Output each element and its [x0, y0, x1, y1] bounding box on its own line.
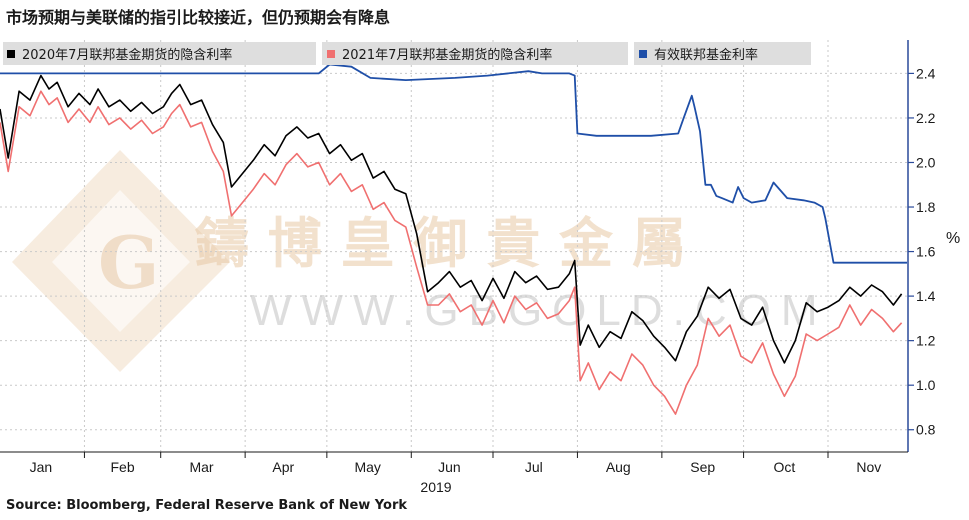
x-tick-label: Apr	[272, 459, 294, 475]
y-tick-label: 1.2	[916, 333, 936, 349]
y-tick-label: 1.0	[916, 377, 936, 393]
x-tick-label: Jul	[525, 459, 543, 475]
chart-title: 市场预期与美联储的指引比较接近，但仍预期会有降息	[6, 8, 391, 27]
x-tick-label: Nov	[856, 459, 881, 475]
watermark-sub: WWW.GBGOLD.COM	[250, 286, 828, 335]
x-tick-label: Jun	[438, 459, 461, 475]
legend-item-2020: 2020年7月联邦基金期货的隐含利率	[3, 42, 316, 65]
x-axis-year: 2019	[420, 479, 451, 495]
legend-label-2020: 2020年7月联邦基金期货的隐含利率	[22, 47, 232, 63]
series-line-effr	[0, 63, 907, 264]
legend-label-effr: 有效联邦基金利率	[654, 47, 758, 63]
grid	[0, 40, 907, 452]
y-tick-label: 2.4	[916, 65, 936, 81]
legend: 2020年7月联邦基金期货的隐含利率 2021年7月联邦基金期货的隐含利率 有效…	[3, 42, 811, 65]
y-tick-label: 1.6	[916, 244, 936, 260]
legend-swatch-effr	[639, 50, 647, 58]
series-layer	[0, 63, 907, 415]
legend-label-2021: 2021年7月联邦基金期货的隐含利率	[342, 47, 552, 63]
x-tick-label: May	[354, 459, 380, 475]
watermark-logo-letter: G	[98, 220, 160, 305]
source-note: Source: Bloomberg, Federal Reserve Bank …	[6, 498, 408, 513]
y-ticks: 0.8 1.0 1.2 1.4 1.6 1.8 2.0 2.2 2.4	[908, 65, 936, 438]
y-tick-label: 2.2	[916, 110, 936, 126]
watermark-text: 鑄 博 皇 御 貴 金 屬	[195, 211, 686, 275]
x-tick-label: Aug	[606, 459, 631, 475]
x-tick-label: Sep	[690, 459, 715, 475]
x-ticks: Jan Feb Mar Apr May Jun Jul Aug Sep Oct Nov	[30, 452, 881, 475]
axes	[0, 40, 909, 453]
legend-swatch-2020	[7, 50, 15, 58]
y-tick-label: 0.8	[916, 422, 936, 438]
series-line-2021	[0, 90, 903, 415]
y-axis-unit: %	[946, 230, 960, 247]
x-tick-label: Oct	[774, 459, 796, 475]
y-tick-label: 2.0	[916, 154, 936, 170]
x-tick-label: Mar	[189, 459, 213, 475]
series-line-2020	[0, 74, 903, 364]
y-tick-label: 1.8	[916, 199, 936, 215]
x-tick-label: Feb	[111, 459, 135, 475]
legend-item-effr: 有效联邦基金利率	[634, 42, 811, 65]
legend-item-2021: 2021年7月联邦基金期货的隐含利率	[322, 42, 628, 65]
x-tick-label: Jan	[30, 459, 53, 475]
legend-swatch-2021	[327, 50, 335, 58]
y-tick-label: 1.4	[916, 288, 936, 304]
